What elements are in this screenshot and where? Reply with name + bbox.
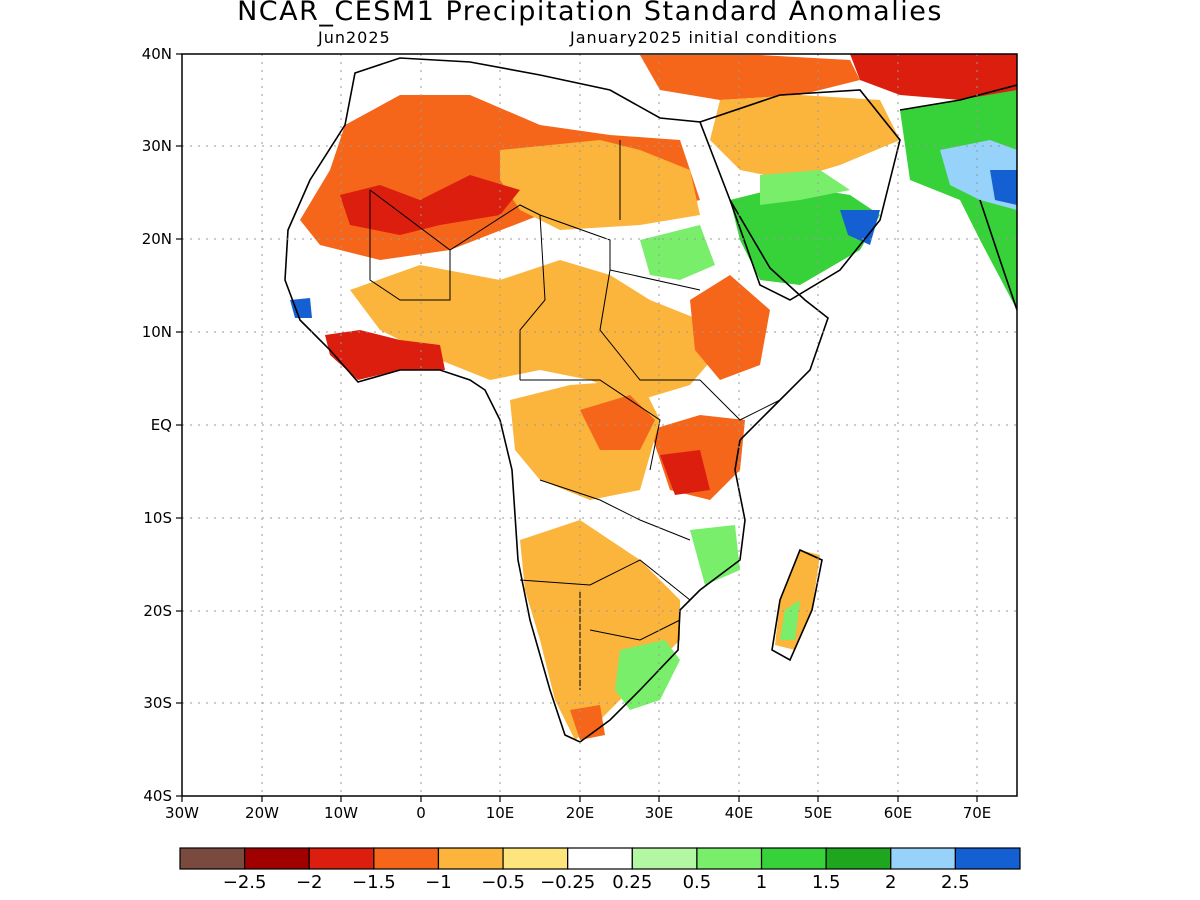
colorbar-swatch <box>373 847 440 870</box>
south-asia-dark-blue <box>990 170 1017 205</box>
x-tick-label: 30E <box>644 804 674 822</box>
grid-lines <box>182 54 1017 796</box>
ethiopia-dry <box>690 275 770 380</box>
cape-dry <box>570 705 605 740</box>
y-tick-label: EQ <box>150 416 172 434</box>
colorbar-label: 0.5 <box>682 872 712 893</box>
madagascar-wet <box>780 600 800 640</box>
x-tick-label: 20E <box>565 804 595 822</box>
colorbar-label: 1 <box>755 872 768 893</box>
y-tick-label: 30N <box>141 137 172 155</box>
colorbar-label: 0.25 <box>612 872 653 893</box>
y-tick-label: 10S <box>143 509 172 527</box>
arabia-moderate-wet <box>760 170 850 205</box>
colorbar-swatch <box>567 847 633 870</box>
middle-east-dry <box>710 95 900 180</box>
colorbar-label: 2.5 <box>941 872 970 893</box>
x-tick-label: 0 <box>416 804 426 822</box>
y-tick-label: 20S <box>143 602 172 620</box>
maghreb-dry <box>640 55 860 100</box>
colorbar-label: −2 <box>295 872 323 893</box>
congo-mod-dry <box>580 395 655 450</box>
arabia-coast-very-wet <box>840 210 880 245</box>
southern-africa-dry <box>520 520 680 740</box>
colorbar-swatch <box>502 847 569 870</box>
colorbar-swatch <box>760 847 827 870</box>
y-tick-label: 40S <box>143 787 172 805</box>
x-tick-label: 70E <box>962 804 992 822</box>
south-africa-wet <box>615 640 680 710</box>
colorbar-swatch <box>631 847 698 870</box>
colorbar-swatch <box>179 847 246 870</box>
colorbar-swatch <box>244 847 310 870</box>
colorbar-label: −1.5 <box>351 872 396 893</box>
colorbar-swatch <box>890 847 956 870</box>
x-tick-label: 20W <box>245 804 279 822</box>
y-tick-label: 10N <box>141 323 172 341</box>
colorbar-label: −0.25 <box>540 872 596 893</box>
axis-ticks <box>176 53 978 802</box>
x-tick-label: 60E <box>883 804 913 822</box>
map-field <box>285 54 1017 742</box>
coastlines <box>284 57 1017 743</box>
colorbar-label: −0.5 <box>481 872 525 893</box>
colorbar-label: 2 <box>885 872 897 893</box>
colorbar-label: 1.5 <box>811 872 841 893</box>
colorbar-swatch <box>954 847 1021 870</box>
x-tick-label: 50E <box>803 804 833 822</box>
colorbar-swatch <box>825 847 892 870</box>
sahara-moderate-dry <box>500 140 700 230</box>
colorbar-label: −2.5 <box>222 872 267 893</box>
y-tick-label: 40N <box>141 45 172 63</box>
colorbar-label: −1 <box>425 872 452 893</box>
colorbar-swatch <box>437 847 504 870</box>
colorbar-swatch <box>308 847 375 870</box>
senegal-blue <box>290 298 312 318</box>
y-tick-label: 30S <box>143 694 172 712</box>
x-tick-label: 40E <box>724 804 754 822</box>
forecast-month: Jun2025 <box>318 28 391 47</box>
iran-very-dry <box>850 54 1017 100</box>
x-tick-label: 30W <box>165 804 199 822</box>
y-tick-label: 20N <box>141 230 172 248</box>
chart-title: NCAR_CESM1 Precipitation Standard Anomal… <box>237 0 943 27</box>
guinea-coast-dry <box>325 330 445 380</box>
sahara-strong-dry <box>340 175 520 235</box>
x-tick-label: 10W <box>324 804 358 822</box>
initial-conditions: January2025 initial conditions <box>570 28 838 47</box>
tanzania-very-dry <box>660 450 710 495</box>
colorbar-swatch <box>696 847 763 870</box>
x-tick-label: 10E <box>485 804 515 822</box>
